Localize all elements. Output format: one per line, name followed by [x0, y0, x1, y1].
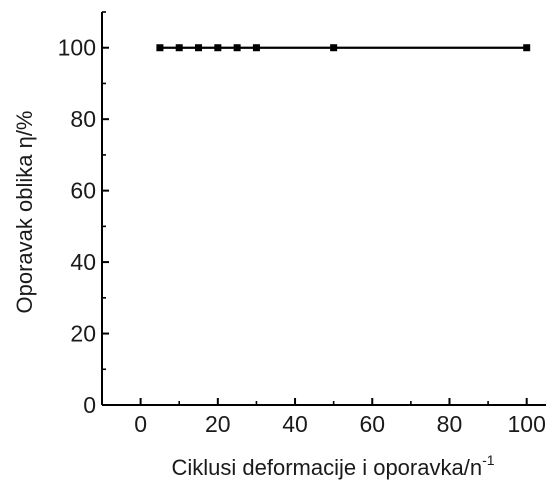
x-tick-label-1: 20 [205, 411, 231, 437]
x-tick-label-4: 80 [437, 411, 463, 437]
x-tick-label-3: 60 [359, 411, 385, 437]
y-tick-label-2: 40 [70, 249, 96, 275]
y-ticks: 0 20 40 60 80 100 [58, 11, 109, 418]
x-ticks: 0 20 40 60 80 100 [101, 398, 546, 437]
axes [101, 12, 546, 406]
data-point-5 [252, 44, 260, 52]
data-point-4 [233, 44, 241, 52]
data-point-6 [330, 44, 338, 52]
x-axis-title-main: Ciklusi deformacije i oporavka/n [171, 455, 482, 480]
data-point-0 [156, 44, 164, 52]
y-tick-label-4: 80 [70, 106, 96, 132]
y-tick-label-0: 0 [83, 392, 96, 418]
y-axis-title: Oporavak oblika η/% [12, 111, 37, 314]
series [156, 44, 531, 52]
x-tick-label-5: 100 [508, 411, 546, 437]
x-axis-title: Ciklusi deformacije i oporavka/n-1 [171, 452, 494, 480]
data-point-7 [523, 44, 531, 52]
y-tick-label-5: 100 [58, 35, 96, 61]
y-tick-label-3: 60 [70, 178, 96, 204]
data-point-1 [175, 44, 183, 52]
data-point-2 [195, 44, 203, 52]
x-axis-title-superscript: -1 [482, 452, 495, 468]
x-tick-label-2: 40 [282, 411, 308, 437]
y-tick-label-1: 20 [70, 321, 96, 347]
data-point-3 [214, 44, 222, 52]
x-tick-label-0: 0 [134, 411, 147, 437]
